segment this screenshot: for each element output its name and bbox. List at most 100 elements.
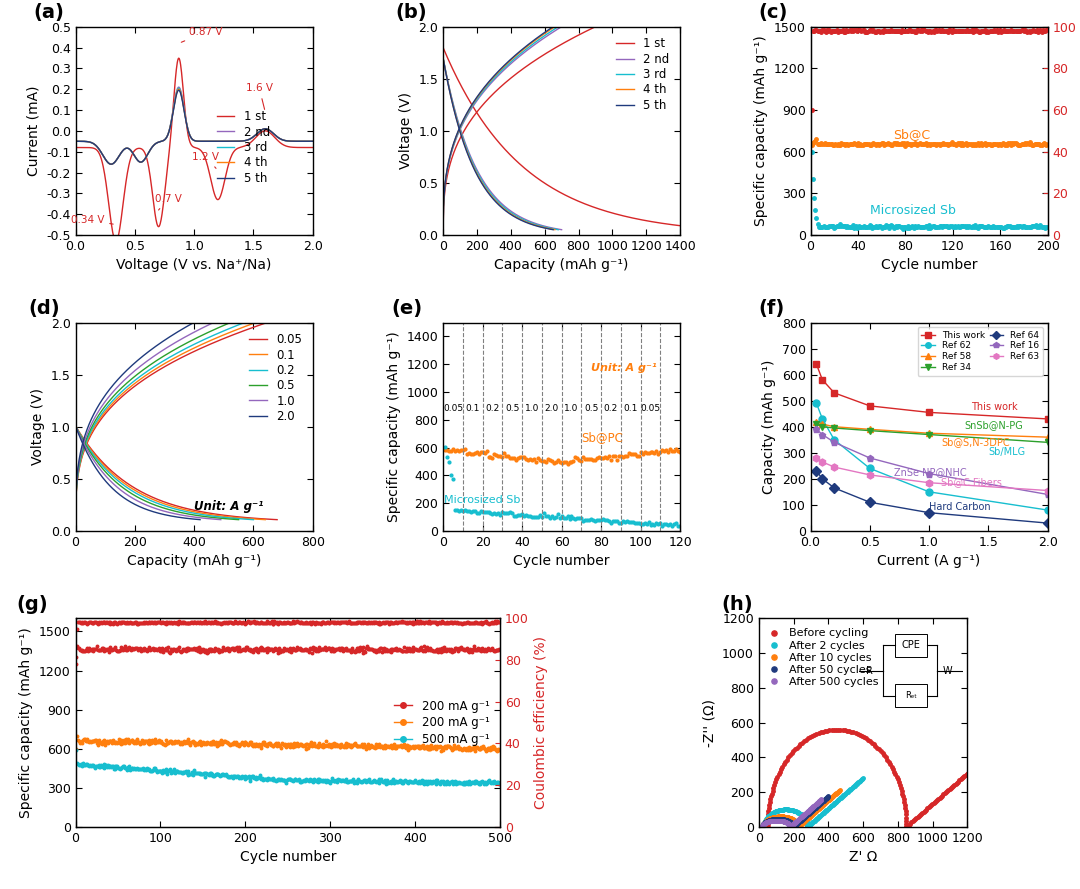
0.5 (69, 520, 82, 531)
4 th (503, 56, 516, 67)
3 rd (437, 202, 450, 212)
4 th (437, 202, 450, 212)
Before cycling (991, 741, 1004, 752)
Before cycling (804, 732, 816, 742)
5 th (199, 136, 212, 147)
1 st (69, 142, 82, 153)
5 th (172, 84, 185, 95)
3 rd (183, 128, 195, 139)
Ref 63 (863, 469, 876, 480)
Text: 2.0: 2.0 (544, 404, 558, 412)
After 500 cycles (778, 816, 791, 827)
Ref 63 (827, 461, 840, 472)
After 50 cycles (756, 821, 769, 831)
1.0 (153, 347, 166, 357)
1.0 (151, 348, 164, 359)
5 th (546, 21, 559, 32)
Ref 63 (922, 477, 935, 488)
Ref 34 (815, 421, 828, 432)
4 th (199, 136, 212, 147)
1.0 (207, 317, 220, 328)
2 nd (212, 136, 225, 147)
1.0 (69, 487, 82, 498)
0.1 (249, 317, 262, 328)
Text: 0.2: 0.2 (604, 404, 618, 412)
Y-axis label: Specific capacity (mAh g⁻¹): Specific capacity (mAh g⁻¹) (754, 36, 768, 226)
4 th (105, 159, 118, 170)
0.1 (176, 348, 189, 359)
Text: Hard Carbon: Hard Carbon (929, 502, 990, 512)
Y-axis label: -Z'' (Ω): -Z'' (Ω) (703, 699, 717, 747)
After 10 cycles (757, 821, 770, 831)
0.2 (70, 487, 83, 498)
Line: Ref 16: Ref 16 (813, 426, 1051, 498)
Line: 0.05: 0.05 (76, 323, 267, 525)
After 50 cycles (822, 791, 835, 802)
3 rd (172, 83, 185, 93)
Ref 16 (815, 429, 828, 440)
Legend: 200 mA g⁻¹, 200 mA g⁻¹, 500 mA g⁻¹: 200 mA g⁻¹, 200 mA g⁻¹, 500 mA g⁻¹ (390, 695, 495, 750)
0.5 (200, 328, 213, 339)
X-axis label: Voltage (V vs. Na⁺/Na): Voltage (V vs. Na⁺/Na) (117, 259, 272, 272)
Text: Sb@C: Sb@C (893, 128, 931, 140)
Line: 0.1: 0.1 (76, 323, 256, 525)
Text: 0.5: 0.5 (505, 404, 519, 412)
3 rd (507, 54, 519, 65)
Ref 64 (1041, 517, 1054, 528)
Text: SnSb@N-PG: SnSb@N-PG (964, 420, 1024, 430)
2 nd (69, 136, 82, 147)
Line: 4 th: 4 th (76, 89, 313, 164)
After 2 cycles (762, 811, 775, 821)
0.05 (260, 317, 273, 328)
X-axis label: Capacity (mAh g⁻¹): Capacity (mAh g⁻¹) (127, 555, 261, 568)
Ref 62 (815, 413, 828, 424)
2.0 (69, 520, 82, 531)
3 rd (552, 21, 565, 32)
After 2 cycles (771, 805, 784, 816)
2 nd (509, 54, 522, 65)
Ref 64 (815, 474, 828, 485)
Line: Ref 63: Ref 63 (813, 454, 1051, 494)
0.5 (161, 348, 174, 359)
1 st (109, 236, 122, 246)
5 th (184, 132, 197, 142)
Text: (c): (c) (758, 4, 787, 22)
Line: Ref 62: Ref 62 (813, 400, 1051, 514)
Line: Ref 58: Ref 58 (813, 418, 1051, 441)
Ref 62 (922, 486, 935, 497)
4 th (503, 56, 516, 67)
5 th (105, 159, 118, 170)
After 500 cycles (812, 797, 825, 807)
2.0 (69, 487, 82, 498)
Legend: Before cycling, After 2 cycles, After 10 cycles, After 50 cycles, After 500 cycl: Before cycling, After 2 cycles, After 10… (765, 624, 882, 692)
Ref 34 (827, 422, 840, 433)
1.0 (194, 324, 207, 334)
0.1 (179, 347, 192, 357)
Ref 16 (922, 469, 935, 479)
0.2 (238, 317, 251, 328)
0.5 (164, 347, 177, 357)
5 th (529, 34, 542, 44)
After 50 cycles (766, 814, 779, 825)
2 nd (537, 34, 550, 44)
Ref 64 (863, 497, 876, 508)
Ref 58 (810, 416, 823, 427)
Text: (h): (h) (721, 595, 753, 614)
2 nd (437, 202, 450, 212)
0.5 (69, 487, 82, 498)
1 st (184, 139, 197, 149)
Text: 1.2 V: 1.2 V (192, 152, 219, 168)
Ref 62 (1041, 505, 1054, 516)
1 st (212, 195, 225, 205)
Text: Sb@PC: Sb@PC (581, 430, 623, 444)
4 th (530, 34, 543, 44)
Text: Sb@C Fibers: Sb@C Fibers (941, 477, 1002, 487)
Before cycling (870, 742, 883, 753)
After 2 cycles (856, 773, 869, 783)
Before cycling (761, 813, 774, 823)
Ref 64 (827, 483, 840, 493)
This work (922, 407, 935, 418)
0.05 (186, 347, 199, 357)
4 th (172, 84, 185, 94)
5 th (436, 229, 449, 240)
